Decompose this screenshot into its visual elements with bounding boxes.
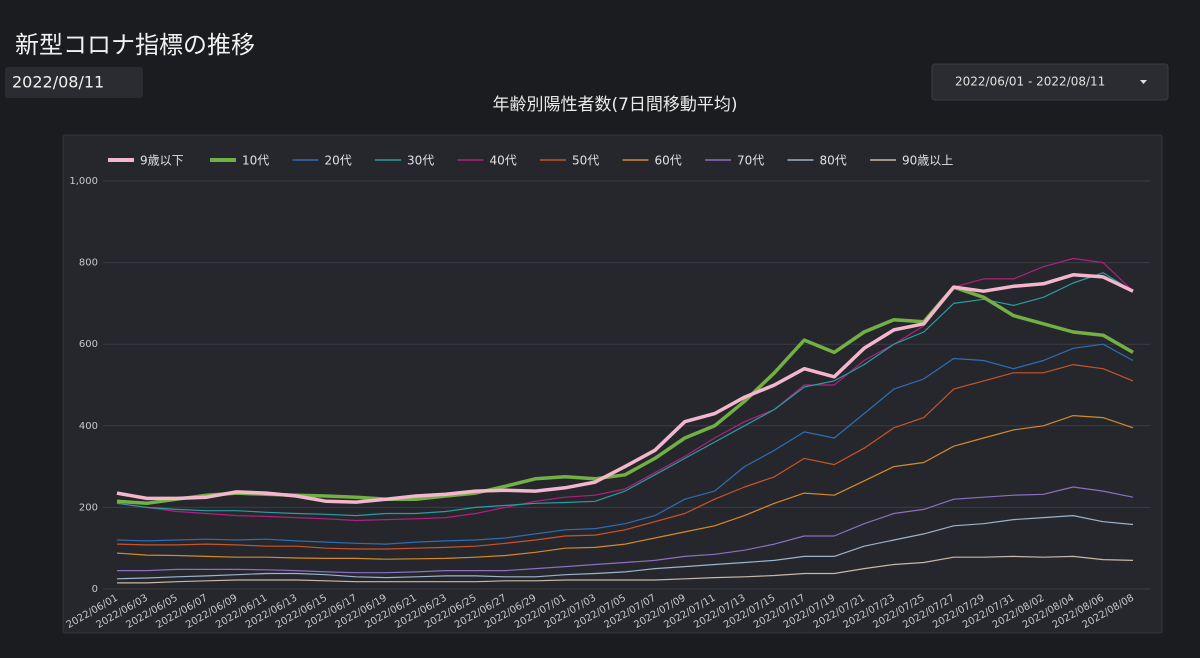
y-tick-label: 400 <box>79 421 98 432</box>
series-line <box>116 364 1134 550</box>
series-line <box>117 486 1134 574</box>
y-tick-label: 600 <box>79 339 98 350</box>
date-text: 2022/08/11 <box>12 73 104 92</box>
legend-label: 80代 <box>820 154 847 168</box>
series-line <box>116 343 1134 545</box>
y-tick-label: 0 <box>92 584 98 595</box>
legend-label: 40代 <box>490 154 517 168</box>
legend-label: 70代 <box>737 154 764 168</box>
legend-label: 50代 <box>572 154 599 168</box>
y-tick-label: 200 <box>79 502 98 513</box>
y-tick-label: 1,000 <box>69 176 98 187</box>
legend-label: 10代 <box>242 154 269 168</box>
dropdown-caret <box>1140 80 1147 84</box>
series-line <box>117 555 1134 584</box>
y-tick-label: 800 <box>79 258 98 269</box>
date-range-dropdown[interactable] <box>931 63 1169 101</box>
legend-label: 9歳以下 <box>140 154 184 168</box>
legend-label: 90歳以上 <box>902 154 953 168</box>
series-line <box>116 415 1134 560</box>
date-box[interactable] <box>5 67 143 98</box>
series-line <box>116 273 1134 504</box>
date-range-text: 2022/06/01 - 2022/08/11 <box>955 75 1105 89</box>
legend-label: 30代 <box>407 154 434 168</box>
series-line <box>116 257 1134 522</box>
series-line <box>116 272 1134 517</box>
chart-panel <box>62 134 1163 634</box>
chart-title: 年齢別陽性者数(7日間移動平均) <box>492 95 737 115</box>
legend-label: 60代 <box>655 154 682 168</box>
legend-label: 20代 <box>325 154 352 168</box>
page-title: 新型コロナ指標の推移 <box>15 31 255 59</box>
series-line <box>116 515 1134 580</box>
